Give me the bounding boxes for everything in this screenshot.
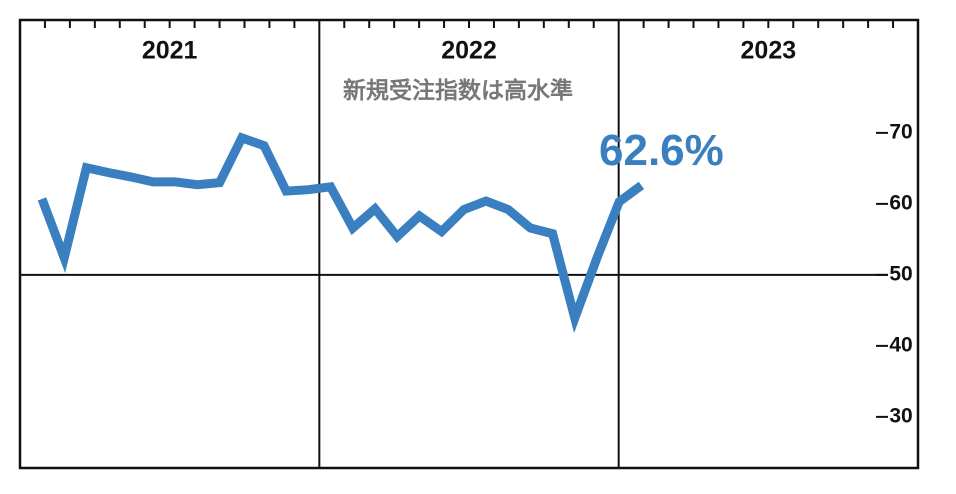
y-tick-label: 40 <box>889 333 912 356</box>
annotation: 新規受注指数は高水準 <box>343 77 573 103</box>
y-tick-label: 50 <box>889 262 912 285</box>
year-label: 2021 <box>142 37 198 65</box>
year-label: 2023 <box>741 37 797 65</box>
value-label: 62.6% <box>599 126 724 175</box>
y-tick-label: 70 <box>889 120 912 143</box>
line <box>37 132 645 334</box>
year-label: 2022 <box>441 37 497 65</box>
y-tick-label: 30 <box>889 404 912 427</box>
y-tick-label: 60 <box>889 191 912 214</box>
